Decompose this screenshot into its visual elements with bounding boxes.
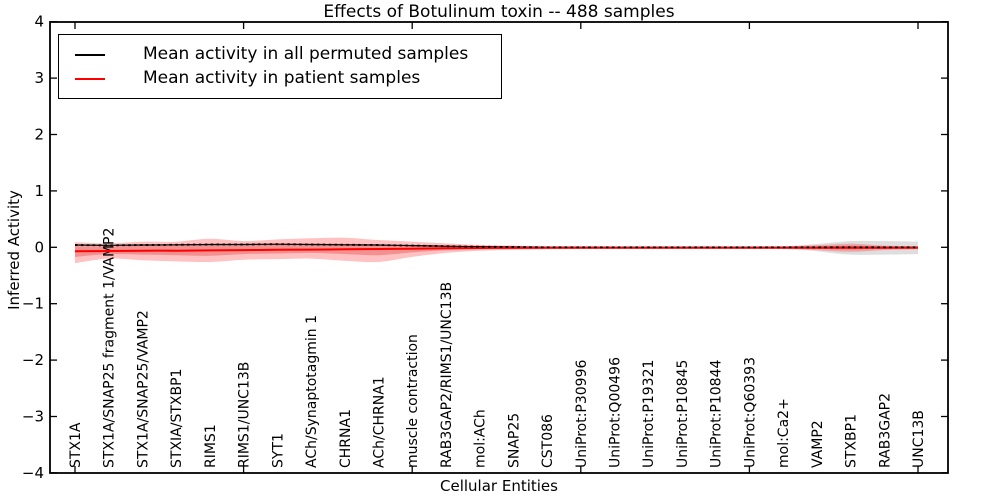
x-category-label: ACh/Synaptotagmin 1 (304, 315, 320, 468)
x-category-label: VAMP2 (810, 420, 826, 468)
x-category-label: STX1A/SNAP25 fragment 1/VAMP2 (102, 228, 118, 468)
legend-item-patient: Mean activity in patient samples (75, 70, 501, 87)
x-category-label: UniProt:Q60393 (742, 357, 758, 468)
x-category-label: RAB3GAP2 (877, 393, 893, 468)
patient-mean-line (74, 246, 918, 253)
x-category-label: UniProt:P19321 (641, 360, 657, 468)
x-category-label: UniProt:P30996 (574, 360, 590, 468)
x-category-label: SYT1 (270, 433, 286, 468)
x-category-label: RIMS1 (203, 424, 219, 468)
x-category-label: CST086 (540, 414, 556, 468)
x-category-label: STXBP1 (844, 414, 860, 468)
x-category-label: UniProt:Q00496 (608, 357, 624, 468)
y-tick-label: −1 (22, 295, 44, 313)
x-category-label: SNAP25 (506, 413, 522, 468)
x-category-label: RIMS1/UNC13B (237, 362, 253, 468)
x-category-label: STXIA/STXBP1 (169, 369, 185, 468)
chart-title: Effects of Botulinum toxin -- 488 sample… (323, 2, 675, 22)
x-category-label: STX1A (68, 422, 84, 468)
y-tick-label: −3 (22, 408, 44, 426)
y-tick-label: 1 (34, 182, 44, 200)
y-tick-label: −4 (22, 464, 44, 482)
x-category-label: UniProt:P10844 (709, 360, 725, 468)
legend-line-black (75, 53, 105, 56)
y-tick-label: 4 (34, 13, 44, 31)
legend: Mean activity in all permuted samples Me… (58, 34, 502, 99)
x-category-label: mol:Ca2+ (776, 398, 792, 468)
y-tick-label: −2 (22, 351, 44, 369)
x-category-label: mol:ACh (473, 409, 489, 468)
legend-label-permuted: Mean activity in all permuted samples (143, 44, 469, 64)
x-category-label: UniProt:P10845 (675, 360, 691, 468)
legend-label-patient: Mean activity in patient samples (143, 68, 421, 88)
y-tick-label: 3 (34, 69, 44, 87)
legend-item-permuted: Mean activity in all permuted samples (75, 46, 501, 63)
permuted-mean-line-dotted (74, 243, 918, 249)
x-category-label: UNC13B (911, 410, 927, 468)
y-axis-label: Inferred Activity (5, 190, 23, 310)
y-tick-label: 2 (34, 126, 44, 144)
y-tick-label: 0 (34, 238, 44, 256)
x-axis-label: Cellular Entities (440, 477, 558, 495)
x-category-label: RAB3GAP2/RIMS1/UNC13B (439, 282, 455, 468)
x-category-label: muscle contraction (405, 334, 421, 468)
x-category-label: ACh/CHRNA1 (372, 376, 388, 468)
legend-line-red (75, 77, 105, 80)
x-category-label: STX1A/SNAP25/VAMP2 (135, 310, 151, 468)
x-category-label: CHRNA1 (338, 409, 354, 468)
